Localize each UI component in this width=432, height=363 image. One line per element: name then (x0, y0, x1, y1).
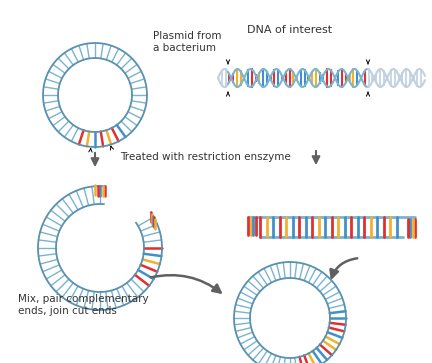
Polygon shape (43, 43, 147, 147)
Text: Plasmid from
a bacterium: Plasmid from a bacterium (153, 31, 222, 53)
Text: Treated with restriction enszyme: Treated with restriction enszyme (120, 152, 290, 162)
Polygon shape (234, 262, 346, 363)
Text: DNA of interest: DNA of interest (248, 25, 333, 35)
Polygon shape (38, 186, 162, 310)
Text: Mix, pair complementary
ends, join cut ends: Mix, pair complementary ends, join cut e… (18, 294, 149, 316)
